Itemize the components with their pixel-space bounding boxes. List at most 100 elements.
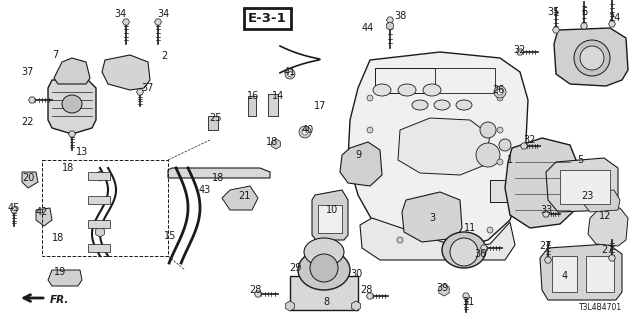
Polygon shape bbox=[609, 21, 616, 27]
Text: 36: 36 bbox=[474, 249, 486, 259]
Polygon shape bbox=[102, 55, 150, 90]
Polygon shape bbox=[505, 138, 580, 228]
Ellipse shape bbox=[304, 238, 344, 266]
Circle shape bbox=[447, 242, 453, 248]
Text: 21: 21 bbox=[238, 191, 250, 201]
Polygon shape bbox=[348, 52, 528, 248]
Polygon shape bbox=[387, 22, 394, 30]
Text: 25: 25 bbox=[210, 113, 222, 123]
Polygon shape bbox=[122, 19, 129, 25]
Text: FR.: FR. bbox=[50, 295, 69, 305]
Circle shape bbox=[299, 126, 311, 138]
Ellipse shape bbox=[412, 100, 428, 110]
Bar bbox=[248, 96, 256, 116]
Polygon shape bbox=[285, 301, 294, 311]
Ellipse shape bbox=[373, 84, 391, 96]
Text: 31: 31 bbox=[462, 297, 474, 307]
Polygon shape bbox=[360, 218, 515, 260]
Polygon shape bbox=[22, 172, 38, 188]
Polygon shape bbox=[588, 208, 628, 246]
Polygon shape bbox=[48, 80, 96, 134]
Text: 29: 29 bbox=[289, 263, 301, 273]
Text: 22: 22 bbox=[22, 117, 35, 127]
Ellipse shape bbox=[442, 232, 486, 268]
Polygon shape bbox=[439, 284, 449, 296]
Text: 32: 32 bbox=[514, 45, 526, 55]
Bar bbox=[88, 220, 110, 228]
Polygon shape bbox=[95, 227, 104, 237]
Text: 23: 23 bbox=[581, 191, 593, 201]
Bar bbox=[318, 205, 342, 233]
Text: 34: 34 bbox=[157, 9, 169, 19]
Circle shape bbox=[580, 46, 604, 70]
Polygon shape bbox=[340, 142, 382, 186]
Text: 12: 12 bbox=[599, 211, 611, 221]
Ellipse shape bbox=[476, 143, 500, 167]
Polygon shape bbox=[481, 245, 488, 251]
Text: 41: 41 bbox=[284, 67, 296, 77]
Text: 18: 18 bbox=[212, 173, 224, 183]
Polygon shape bbox=[154, 19, 161, 25]
Polygon shape bbox=[545, 257, 552, 263]
Polygon shape bbox=[271, 139, 280, 149]
Ellipse shape bbox=[574, 40, 610, 76]
Text: 26: 26 bbox=[492, 85, 504, 95]
Text: 28: 28 bbox=[360, 285, 372, 295]
Polygon shape bbox=[546, 158, 618, 212]
Polygon shape bbox=[351, 301, 360, 311]
Circle shape bbox=[367, 127, 373, 133]
Polygon shape bbox=[136, 89, 143, 95]
Polygon shape bbox=[402, 192, 462, 242]
Text: 27: 27 bbox=[540, 241, 552, 251]
Text: 8: 8 bbox=[323, 297, 329, 307]
Circle shape bbox=[450, 238, 478, 266]
Text: 16: 16 bbox=[247, 91, 259, 101]
Text: 4: 4 bbox=[562, 271, 568, 281]
Circle shape bbox=[302, 129, 308, 135]
Text: 38: 38 bbox=[394, 11, 406, 21]
Text: 30: 30 bbox=[350, 269, 362, 279]
Ellipse shape bbox=[62, 95, 82, 113]
Bar bbox=[586, 256, 614, 292]
Polygon shape bbox=[48, 270, 82, 286]
Text: 35: 35 bbox=[547, 7, 559, 17]
Bar bbox=[88, 244, 110, 252]
Text: 34: 34 bbox=[114, 9, 126, 19]
Polygon shape bbox=[554, 28, 628, 86]
Polygon shape bbox=[312, 190, 348, 240]
Polygon shape bbox=[255, 291, 262, 297]
Text: 43: 43 bbox=[199, 185, 211, 195]
Circle shape bbox=[397, 237, 403, 243]
Polygon shape bbox=[609, 255, 616, 261]
Bar bbox=[88, 196, 110, 204]
Text: 7: 7 bbox=[52, 50, 58, 60]
Text: 20: 20 bbox=[22, 173, 34, 183]
Bar bbox=[375, 68, 495, 93]
Polygon shape bbox=[520, 143, 527, 149]
Circle shape bbox=[310, 254, 338, 282]
Bar bbox=[490, 180, 520, 202]
Polygon shape bbox=[222, 186, 258, 210]
Circle shape bbox=[497, 95, 503, 101]
Ellipse shape bbox=[298, 250, 350, 290]
Polygon shape bbox=[10, 207, 17, 213]
Text: 13: 13 bbox=[76, 147, 88, 157]
Bar bbox=[268, 94, 278, 116]
Text: 27: 27 bbox=[602, 245, 614, 255]
Text: 2: 2 bbox=[161, 51, 167, 61]
Circle shape bbox=[367, 159, 373, 165]
Polygon shape bbox=[387, 17, 394, 23]
Circle shape bbox=[367, 95, 373, 101]
Polygon shape bbox=[543, 211, 550, 217]
Text: 5: 5 bbox=[577, 155, 583, 165]
Polygon shape bbox=[463, 293, 470, 299]
Text: 37: 37 bbox=[141, 83, 153, 93]
Polygon shape bbox=[54, 58, 90, 84]
Circle shape bbox=[497, 127, 503, 133]
Polygon shape bbox=[540, 244, 622, 300]
Text: 32: 32 bbox=[524, 135, 536, 145]
Text: T3L4B4701: T3L4B4701 bbox=[579, 303, 622, 313]
Text: 17: 17 bbox=[314, 101, 326, 111]
Polygon shape bbox=[36, 208, 52, 226]
Circle shape bbox=[497, 159, 503, 165]
